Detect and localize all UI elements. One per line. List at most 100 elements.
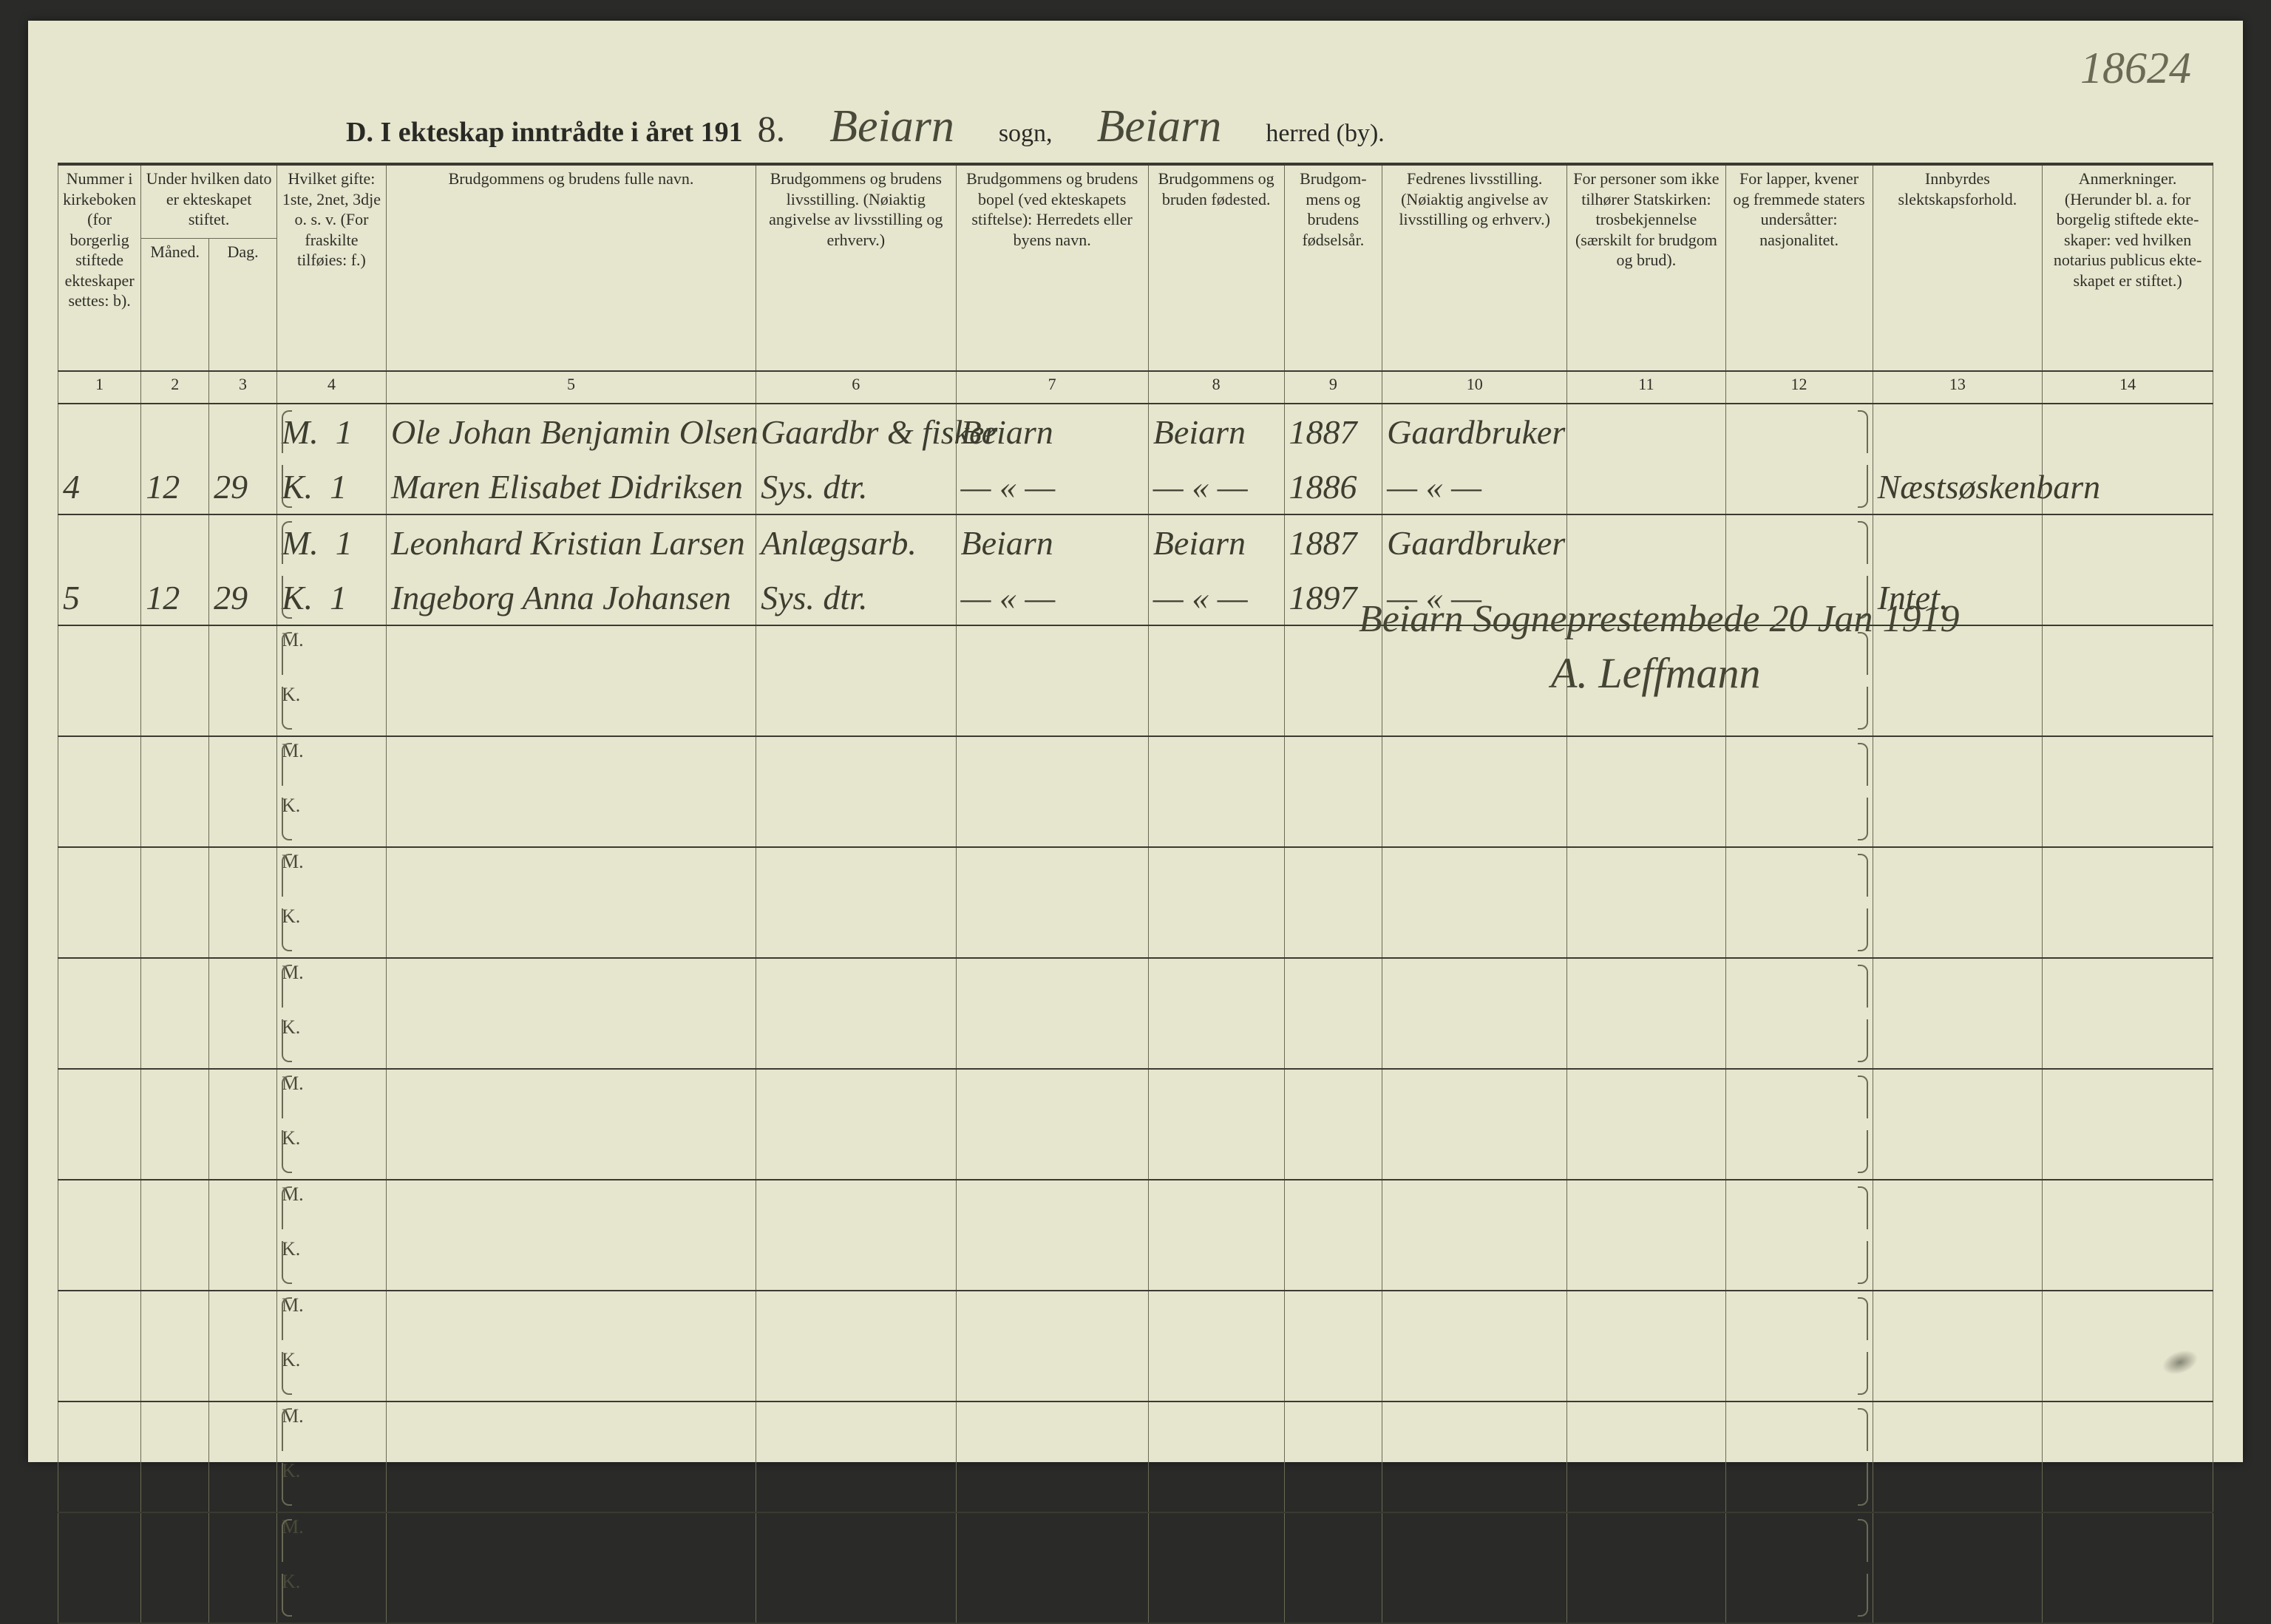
cell: Beiarn <box>1148 404 1284 459</box>
col-num: 5 <box>386 371 756 404</box>
table-row: K. <box>58 1346 2213 1402</box>
col-num: 12 <box>1725 371 1873 404</box>
page-number: 18624 <box>2080 43 2191 94</box>
mk-label: M. <box>276 625 386 681</box>
mk-label: K. 1 <box>276 570 386 625</box>
cell <box>1873 404 2043 459</box>
cell <box>2043 404 2213 459</box>
col-header: Innbyrdes slektskapsforhold. <box>1873 166 2043 371</box>
col-num: 11 <box>1567 371 1725 404</box>
cell: Sys. dtr. <box>756 570 956 625</box>
column-numbers-row: 1 2 3 4 5 6 7 8 9 10 11 12 13 14 <box>58 371 2213 404</box>
cell: Beiarn <box>956 404 1148 459</box>
title-year: 8. <box>758 107 786 150</box>
cell <box>1567 514 1725 570</box>
cell: 1887 <box>1284 514 1382 570</box>
cell: Gaardbruker <box>1382 514 1567 570</box>
cell <box>1725 404 1873 459</box>
cell: Næstsøskenbarn <box>1873 459 2043 514</box>
cell: 1887 <box>1284 404 1382 459</box>
table-row: K. <box>58 1568 2213 1623</box>
cell <box>209 514 277 570</box>
cell <box>1725 514 1873 570</box>
cell <box>1567 459 1725 514</box>
col-header: Nummer i kirke­boken (for borgerlig stif… <box>58 166 141 371</box>
col-num: 3 <box>209 371 277 404</box>
cell: Sys. dtr. <box>756 459 956 514</box>
mk-label: K. <box>276 1346 386 1402</box>
signature-block: Beiarn Sogneprestembede 20 Jan 1919 A. L… <box>1359 597 1960 698</box>
col-header: Hvilket gifte: 1ste, 2net, 3dje o. s. v.… <box>276 166 386 371</box>
table-row: M. <box>58 1512 2213 1568</box>
table-row: M. <box>58 847 2213 903</box>
cell: Gaardbruker <box>1382 404 1567 459</box>
table-row: M. <box>58 1402 2213 1457</box>
cell: — « — <box>956 459 1148 514</box>
cell: Anlægsarb. <box>756 514 956 570</box>
col-header: Brudgommens og brudens bopel (ved ektesk… <box>956 166 1148 371</box>
herred-name: Beiarn <box>1067 101 1252 153</box>
mk-label: M. <box>276 1402 386 1457</box>
mk-label: K. <box>276 1235 386 1291</box>
table-row: K. <box>58 792 2213 847</box>
cell <box>1567 404 1725 459</box>
cell: 5 <box>58 570 141 625</box>
col-num: 14 <box>2043 371 2213 404</box>
mk-label: K. <box>276 1568 386 1623</box>
mk-label: M. <box>276 1291 386 1346</box>
mk-label: K. <box>276 792 386 847</box>
cell: Leonhard Kristian Larsen <box>386 514 756 570</box>
col-header: Brudgommens og brudens fulle navn. <box>386 166 756 371</box>
cell <box>1725 459 1873 514</box>
sogn-name: Beiarn <box>800 101 984 153</box>
col-header: For personer som ikke tilhører Statskirk… <box>1567 166 1725 371</box>
table-header: Nummer i kirke­boken (for borgerlig stif… <box>58 166 2213 404</box>
cell: Gaardbr & fisker <box>756 404 956 459</box>
col-num: 2 <box>141 371 209 404</box>
mk-label: K. <box>276 1124 386 1180</box>
cell: 29 <box>209 570 277 625</box>
table-row: K. <box>58 1457 2213 1512</box>
cell: — « — <box>1148 459 1284 514</box>
cell: 29 <box>209 459 277 514</box>
cell: Maren Elisabet Didriksen <box>386 459 756 514</box>
signature-line2: A. Leffmann <box>1551 648 1960 698</box>
cell <box>58 514 141 570</box>
cell: 12 <box>141 570 209 625</box>
col-num: 13 <box>1873 371 2043 404</box>
mk-label: M. <box>276 958 386 1013</box>
cell <box>2043 570 2213 625</box>
cell: 12 <box>141 459 209 514</box>
table-row: K. <box>58 903 2213 958</box>
col-header: Under hvilken dato er ekte­skapet stifte… <box>141 166 277 239</box>
title-prefix: D. I ekteskap inntrådte i året 191 <box>346 116 743 149</box>
cell: 1886 <box>1284 459 1382 514</box>
ledger-page: 18624 D. I ekteskap inntrådte i året 191… <box>28 21 2243 1462</box>
ledger-table: Nummer i kirke­boken (for borgerlig stif… <box>58 166 2213 1624</box>
table-row: M. 1Ole Johan Benjamin OlsenGaardbr & fi… <box>58 404 2213 459</box>
col-num: 7 <box>956 371 1148 404</box>
col-header: Anmerkninger. (Herunder bl. a. for borge… <box>2043 166 2213 371</box>
mk-label: M. <box>276 736 386 792</box>
col-num: 4 <box>276 371 386 404</box>
table-row: M. <box>58 1180 2213 1235</box>
mk-label: M. 1 <box>276 404 386 459</box>
cell: Ingeborg Anna Johansen <box>386 570 756 625</box>
table-row: M. 1Leonhard Kristian LarsenAnlægsarb.Be… <box>58 514 2213 570</box>
col-header: Brudgommens og bruden fødested. <box>1148 166 1284 371</box>
mk-label: K. <box>276 1457 386 1512</box>
table-body: M. 1Ole Johan Benjamin OlsenGaardbr & fi… <box>58 404 2213 1623</box>
col-header: For lapper, kvener og fremmede staters u… <box>1725 166 1873 371</box>
mk-label: M. <box>276 847 386 903</box>
cell <box>58 404 141 459</box>
col-header: Fedrenes livsstilling. (Nøiaktig angivel… <box>1382 166 1567 371</box>
cell <box>1873 514 2043 570</box>
ledger-table-wrap: Nummer i kirke­boken (for borgerlig stif… <box>58 163 2213 1624</box>
table-row: M. <box>58 1069 2213 1124</box>
table-row: K. <box>58 1124 2213 1180</box>
col-subheader: Dag. <box>209 239 277 372</box>
mk-label: K. <box>276 903 386 958</box>
mk-label: M. <box>276 1069 386 1124</box>
mk-label: K. <box>276 1013 386 1069</box>
table-row: M. <box>58 958 2213 1013</box>
